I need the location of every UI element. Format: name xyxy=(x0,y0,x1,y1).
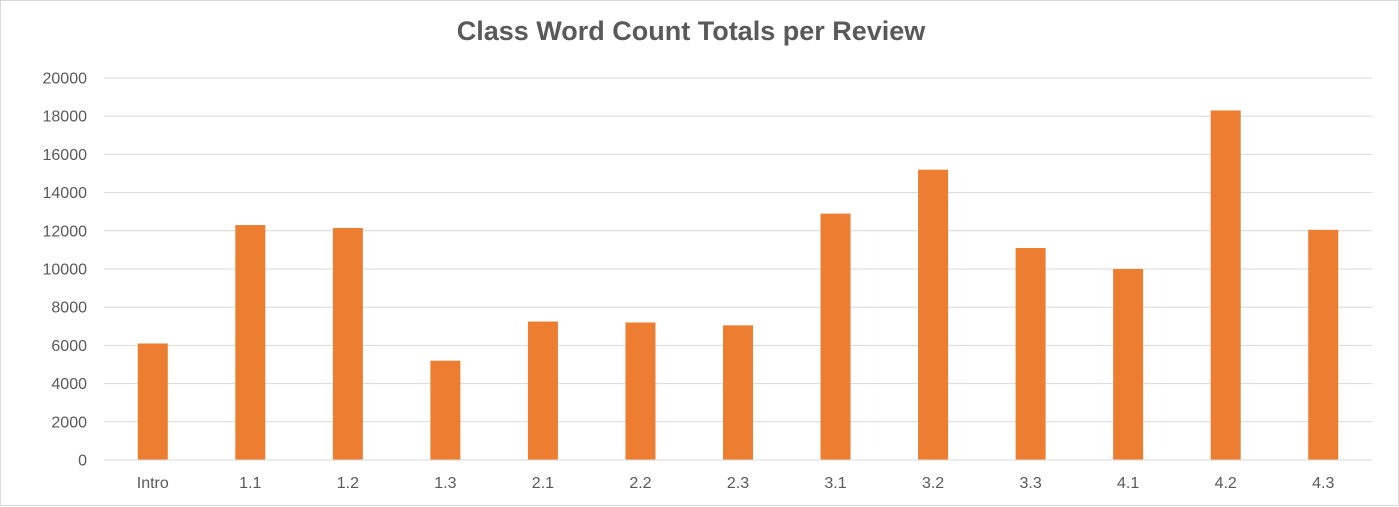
x-tick-label: 1.1 xyxy=(239,475,261,492)
x-tick-label: 3.1 xyxy=(824,475,846,492)
bar-1-1 xyxy=(235,225,266,460)
x-tick-label: 2.1 xyxy=(532,475,554,492)
y-tick-label: 16000 xyxy=(43,147,88,164)
x-tick-label: 4.2 xyxy=(1215,475,1237,492)
gridlines xyxy=(104,77,1372,423)
x-tick-label: 3.2 xyxy=(922,475,944,492)
y-tick-label: 14000 xyxy=(43,185,88,202)
x-tick-label: Intro xyxy=(137,475,169,492)
y-tick-label: 18000 xyxy=(43,109,88,126)
x-tick-label: 1.2 xyxy=(337,475,359,492)
x-tick-label: 2.2 xyxy=(629,475,651,492)
bar-2-1 xyxy=(527,321,558,460)
y-tick-label: 10000 xyxy=(43,262,88,279)
y-tick-label: 0 xyxy=(78,453,87,470)
bar-1-2 xyxy=(332,227,363,460)
bar-3-1 xyxy=(820,213,851,460)
x-tick-label: 2.3 xyxy=(727,475,749,492)
y-tick-label: 12000 xyxy=(43,223,88,240)
bar-4-3 xyxy=(1308,229,1339,460)
bar-4-1 xyxy=(1113,269,1144,460)
chart-title: Class Word Count Totals per Review xyxy=(457,16,927,46)
y-tick-label: 6000 xyxy=(51,338,87,355)
bar-2-2 xyxy=(625,322,656,460)
y-tick-label: 2000 xyxy=(51,414,87,431)
bar-2-3 xyxy=(723,325,753,460)
bars xyxy=(137,110,1339,460)
x-tick-label: 4.1 xyxy=(1117,475,1139,492)
bar-intro xyxy=(137,343,168,460)
y-tick-label: 20000 xyxy=(43,71,88,88)
y-axis-tick-labels: 0 2000 4000 6000 8000 10000 12000 14000 16000 180… xyxy=(43,71,88,470)
y-tick-label: 8000 xyxy=(51,300,87,317)
bar-3-3 xyxy=(1015,247,1046,460)
x-tick-label: 1.3 xyxy=(434,475,456,492)
x-tick-label: 4.3 xyxy=(1312,475,1334,492)
bar-4-2 xyxy=(1210,110,1241,460)
bar-1-3 xyxy=(430,360,461,460)
bar-3-2 xyxy=(918,169,949,460)
x-tick-label: 3.3 xyxy=(1019,475,1041,492)
x-axis-tick-labels: Intro 1.1 1.2 1.3 2.1 2.2 2.3 3.1 3.2 3.3 4.1 4.2 4.… xyxy=(137,475,1335,492)
y-tick-label: 4000 xyxy=(51,376,87,393)
